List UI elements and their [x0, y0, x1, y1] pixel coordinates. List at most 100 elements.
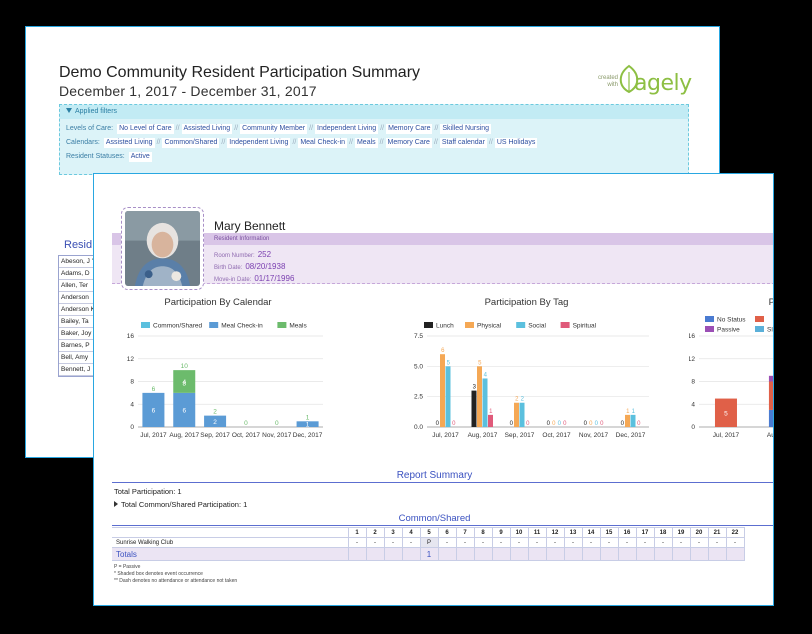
applied-filters-header[interactable]: Applied filters: [60, 105, 688, 119]
resident-row[interactable]: Allen, Ter: [59, 280, 97, 292]
legend-swatch: [516, 322, 526, 328]
separator: //: [234, 125, 239, 132]
day-header: 19: [671, 527, 691, 538]
level-of-care-chip: No Level of Care: [117, 124, 174, 134]
total-common-shared-toggle[interactable]: Total Common/Shared Participation: 1: [114, 500, 247, 509]
bar-value-label: 0: [510, 421, 514, 427]
day-header: 11: [527, 527, 547, 538]
bar: [445, 366, 451, 427]
level-of-care-chip: Independent Living: [315, 124, 379, 134]
y-tick-label: 0.0: [414, 424, 423, 431]
level-of-care-chip: Memory Care: [386, 124, 433, 134]
resident-row[interactable]: Bennett, J: [59, 364, 97, 376]
bar-segment: [204, 415, 227, 427]
total-cell: [671, 547, 691, 561]
report-summary-title: Report Summary: [396, 470, 473, 481]
y-tick-label: 2.5: [414, 394, 423, 401]
resident-row[interactable]: Baker, Joy: [59, 328, 97, 340]
separator: //: [434, 125, 439, 132]
x-tick-label: Jul, 2017: [713, 432, 740, 439]
legend-label: Lunch: [436, 323, 454, 330]
bar-total-label: 1: [306, 414, 310, 421]
total-cell: [401, 547, 421, 561]
bar: [519, 402, 525, 427]
x-tick-label: Oct, 2017: [232, 432, 261, 439]
attendance-cell: -: [707, 537, 727, 548]
resident-row[interactable]: Anderson Kate Katie: [59, 304, 97, 316]
y-tick-label: 12: [689, 356, 695, 363]
resident-row[interactable]: Barnes, P: [59, 340, 97, 352]
legend-label: No Status: [717, 317, 746, 324]
resident-info-band: Resident Information: [112, 233, 773, 245]
bar: [482, 378, 488, 427]
bar-value-label: 2: [521, 397, 525, 403]
calendar-chip: Common/Shared: [162, 138, 220, 148]
day-header: 2: [365, 527, 385, 538]
total-cell: [545, 547, 565, 561]
level-of-care-chip: Assisted Living: [181, 124, 233, 134]
bar-value-label: 0: [584, 421, 588, 427]
resident-row[interactable]: Bell, Amy: [59, 352, 97, 364]
resident-row[interactable]: Abeson, J "Sparky": [59, 256, 97, 268]
bar: [488, 414, 493, 427]
room-number-value: 252: [257, 250, 272, 259]
legend-swatch: [465, 322, 474, 328]
move-in-date-field: Move-in Date: 01/17/1996: [214, 274, 295, 283]
birth-date-field: Birth Date: 08/20/1938: [214, 262, 286, 271]
y-tick-label: 16: [689, 333, 695, 340]
bar-value-label: 1: [306, 422, 310, 429]
attendance-cell: -: [653, 537, 673, 548]
total-participation: Total Participation: 1: [114, 487, 182, 496]
x-tick-label: Aug, 201: [767, 432, 774, 439]
bar-value-label: 0: [637, 421, 641, 427]
legend-label: Meal Check-in: [221, 323, 263, 330]
bar-value-label: 3: [473, 385, 477, 391]
calendar-chip: Assisted Living: [103, 138, 155, 148]
attendance-cell: -: [617, 537, 637, 548]
resident-row[interactable]: Bailey, Ta: [59, 316, 97, 328]
agely-logo: created with agely: [590, 61, 692, 97]
room-number-field: Room Number: 252: [214, 250, 272, 259]
day-header: 10: [509, 527, 529, 538]
bar-value-label: 0: [452, 421, 456, 427]
bar-total-label: 6: [152, 386, 156, 393]
resident-row[interactable]: Adams, D: [59, 268, 97, 280]
legend-swatch: [277, 322, 287, 328]
total-cell: [347, 547, 367, 561]
resident-row[interactable]: Anderson: [59, 292, 97, 304]
bar-value-label: 5: [478, 360, 482, 366]
total-cell: [563, 547, 583, 561]
legend-swatch: [755, 326, 764, 332]
legend-label: Sl: [767, 327, 773, 334]
resident-photo: [121, 207, 204, 290]
day-header: 16: [617, 527, 637, 538]
attendance-cell: -: [635, 537, 655, 548]
chart-title: Participation By Tag: [484, 297, 569, 308]
front-report-page: Resident Information Room Number: 252 Bir…: [93, 173, 774, 606]
day-header: 20: [689, 527, 709, 538]
attendance-cell: -: [527, 537, 547, 548]
day-header: 18: [653, 527, 673, 538]
totals-label: Totals: [112, 547, 349, 561]
bar-value-label: 5: [447, 360, 451, 366]
total-cell: [599, 547, 619, 561]
bar-segment: [173, 392, 196, 427]
bar-segment: [173, 370, 196, 393]
y-tick-label: 8: [130, 379, 134, 386]
separator: //: [379, 139, 384, 146]
y-tick-label: 16: [127, 333, 135, 340]
total-cell: [707, 547, 727, 561]
y-tick-label: 0: [691, 424, 695, 431]
bar-value-label: 0: [595, 421, 599, 427]
total-cell: [725, 547, 745, 561]
bar-total-label: 0: [275, 420, 279, 427]
bar: [630, 414, 636, 427]
day-header: 4: [401, 527, 421, 538]
separator: //: [349, 139, 353, 146]
attendance-cell: -: [401, 537, 421, 548]
legend-label: Passive: [717, 327, 740, 334]
bar-value-label: 8: [182, 381, 186, 388]
table-row[interactable]: Sunrise Walking Club - - - - P - - - - - - - - - - - - - - -…: [112, 537, 745, 548]
note-line: P = Passive: [114, 564, 141, 570]
